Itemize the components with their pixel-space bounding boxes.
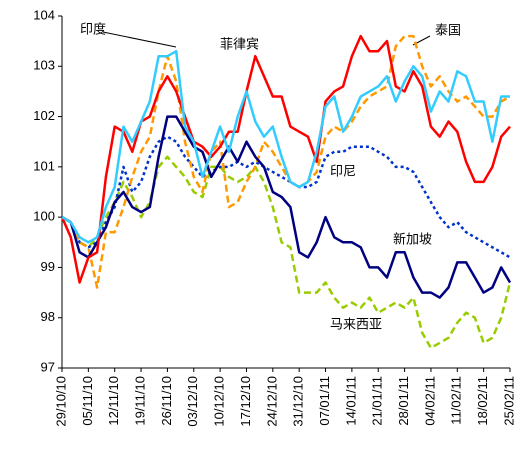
series-line xyxy=(61,135,511,259)
y-tick-label: 104 xyxy=(33,7,55,22)
x-tick-label: 14/01/11 xyxy=(343,376,358,426)
y-tick-label: 103 xyxy=(33,58,55,73)
x-tick-label: 05/11/10 xyxy=(80,376,95,426)
x-tick-label: 31/12/10 xyxy=(291,376,306,427)
x-tick-label: 29/10/10 xyxy=(53,376,68,427)
series-label: 印度 xyxy=(80,22,106,38)
series-label: 菲律宾 xyxy=(220,37,259,53)
series-line xyxy=(61,115,512,299)
series-label: 新加坡 xyxy=(393,232,432,248)
y-tick-label: 99 xyxy=(41,259,55,274)
series-label: 马来西亚 xyxy=(330,318,382,333)
series-line xyxy=(61,155,512,350)
x-tick-label: 25/02/11 xyxy=(501,376,516,426)
y-tick-label: 100 xyxy=(33,209,55,224)
series-label: 泰国 xyxy=(435,24,461,39)
y-tick-label: 102 xyxy=(33,108,55,123)
series-line xyxy=(61,34,511,289)
x-tick-label: 07/01/11 xyxy=(317,376,332,426)
x-tick-label: 18/02/11 xyxy=(475,376,490,426)
y-tick-label: 101 xyxy=(33,158,55,173)
x-tick-label: 04/02/11 xyxy=(422,376,437,426)
x-tick-label: 11/02/11 xyxy=(449,376,464,425)
x-tick-label: 19/11/10 xyxy=(132,376,147,426)
x-tick-label: 12/11/10 xyxy=(106,376,121,426)
x-tick-label: 10/12/10 xyxy=(212,376,227,427)
y-tick-label: 98 xyxy=(41,309,55,324)
x-tick-label: 03/12/10 xyxy=(185,376,200,427)
x-tick-label: 17/12/10 xyxy=(238,376,253,427)
series-line xyxy=(60,34,511,284)
series-label: 印尼 xyxy=(330,165,356,180)
series-line xyxy=(61,49,510,244)
x-tick-label: 21/01/11 xyxy=(370,376,385,426)
leader-line xyxy=(102,31,177,48)
x-tick-label: 24/12/10 xyxy=(264,376,279,427)
y-tick-label: 97 xyxy=(41,359,55,374)
x-tick-label: 28/01/11 xyxy=(396,376,411,426)
x-tick-label: 26/11/10 xyxy=(159,376,174,426)
